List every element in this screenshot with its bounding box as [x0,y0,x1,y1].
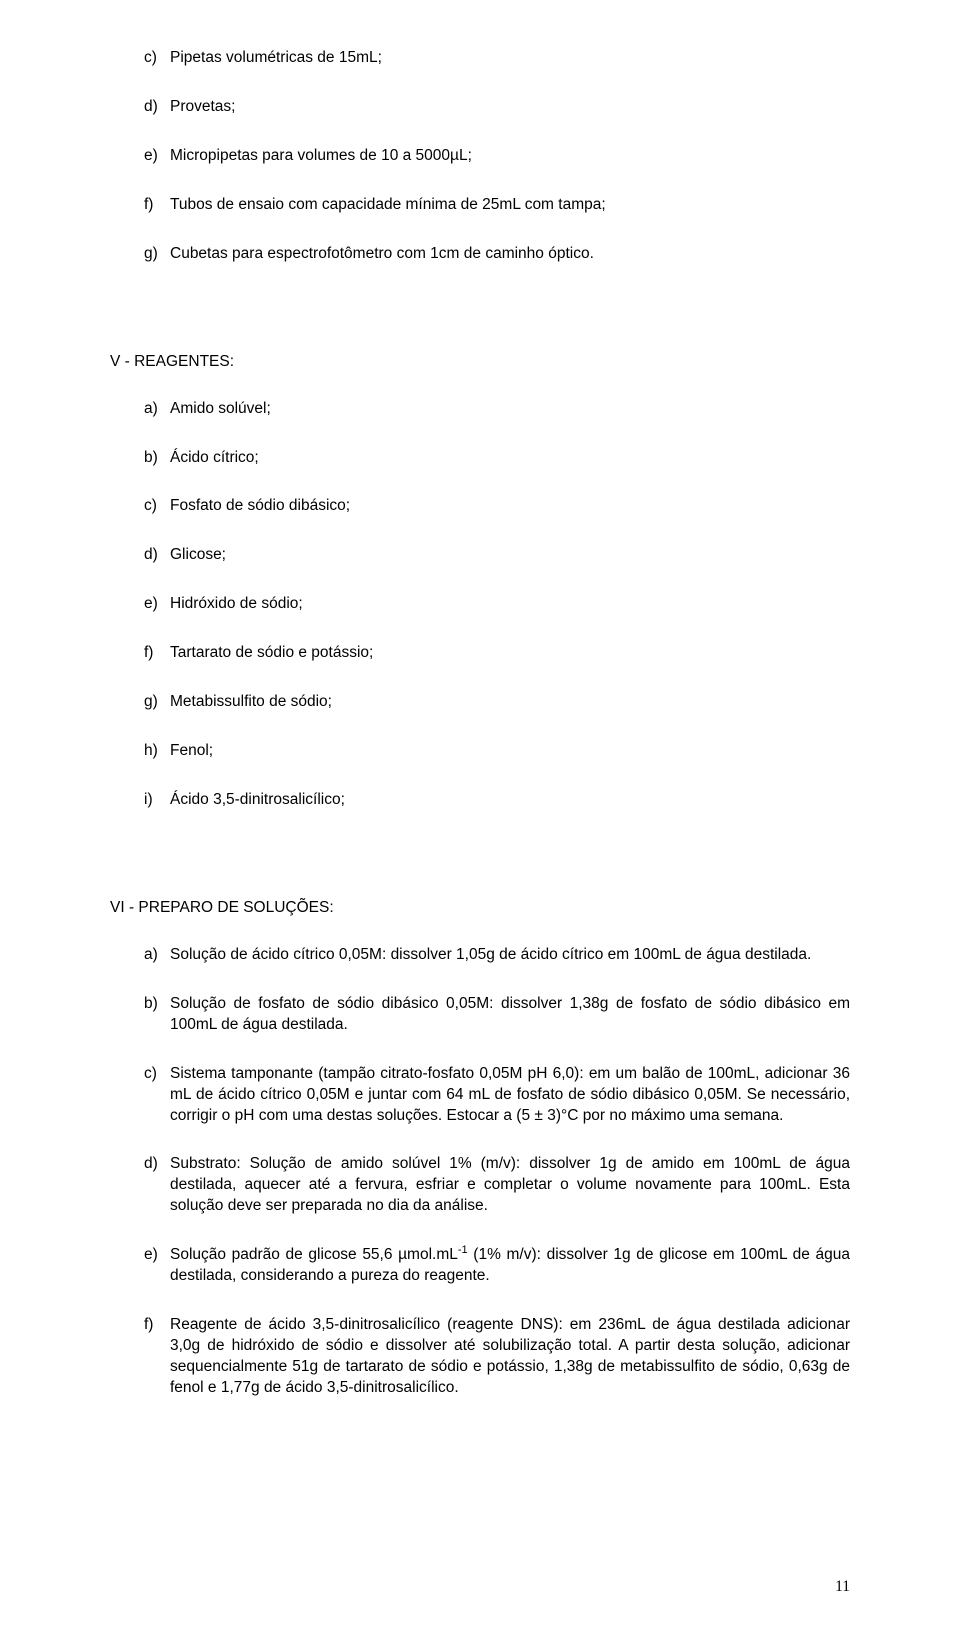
preparo-list: a) Solução de ácido cítrico 0,05M: disso… [110,945,850,1399]
item-text: Solução padrão de glicose 55,6 µmol.mL-1… [170,1245,850,1287]
item-text: Glicose; [170,545,850,566]
item-text: Fenol; [170,741,850,762]
marker: c) [144,496,170,517]
marker: c) [144,1064,170,1127]
marker: a) [144,945,170,966]
marker: b) [144,994,170,1036]
item-d: d) Substrato: Solução de amido solúvel 1… [144,1154,850,1217]
item-text: Tubos de ensaio com capacidade mínima de… [170,195,850,216]
marker: e) [144,594,170,615]
marker: g) [144,692,170,713]
item-e: e) Solução padrão de glicose 55,6 µmol.m… [144,1245,850,1287]
item-c: c) Sistema tamponante (tampão citrato-fo… [144,1064,850,1127]
item-text: Reagente de ácido 3,5-dinitrosalicílico … [170,1315,850,1399]
marker: d) [144,97,170,118]
item-text: Fosfato de sódio dibásico; [170,496,850,517]
item-b: b) Solução de fosfato de sódio dibásico … [144,994,850,1036]
item-e: e) Hidróxido de sódio; [144,594,850,615]
top-continuation-list: c) Pipetas volumétricas de 15mL; d) Prov… [110,48,850,265]
marker: h) [144,741,170,762]
item-text: Sistema tamponante (tampão citrato-fosfa… [170,1064,850,1127]
marker: g) [144,244,170,265]
item-h: h) Fenol; [144,741,850,762]
item-i: i) Ácido 3,5-dinitrosalicílico; [144,790,850,811]
marker: a) [144,399,170,420]
item-f: f) Tartarato de sódio e potássio; [144,643,850,664]
marker: i) [144,790,170,811]
item-g: g) Cubetas para espectrofotômetro com 1c… [144,244,850,265]
item-g: g) Metabissulfito de sódio; [144,692,850,713]
item-f: f) Reagente de ácido 3,5-dinitrosalicíli… [144,1315,850,1399]
item-text: Amido solúvel; [170,399,850,420]
item-text: Ácido cítrico; [170,448,850,469]
marker: e) [144,1245,170,1287]
pre-sup-text: Solução padrão de glicose 55,6 µmol.mL [170,1246,458,1263]
marker: d) [144,545,170,566]
item-f: f) Tubos de ensaio com capacidade mínima… [144,195,850,216]
marker: c) [144,48,170,69]
item-text: Ácido 3,5-dinitrosalicílico; [170,790,850,811]
marker: f) [144,1315,170,1399]
item-text: Provetas; [170,97,850,118]
item-e: e) Micropipetas para volumes de 10 a 500… [144,146,850,167]
item-text: Substrato: Solução de amido solúvel 1% (… [170,1154,850,1217]
marker: d) [144,1154,170,1217]
superscript: -1 [458,1244,468,1256]
item-a: a) Amido solúvel; [144,399,850,420]
item-d: d) Provetas; [144,97,850,118]
item-b: b) Ácido cítrico; [144,448,850,469]
item-text: Solução de ácido cítrico 0,05M: dissolve… [170,945,850,966]
item-a: a) Solução de ácido cítrico 0,05M: disso… [144,945,850,966]
page-number: 11 [835,1578,850,1596]
reagentes-list: a) Amido solúvel; b) Ácido cítrico; c) F… [110,399,850,811]
marker: f) [144,195,170,216]
item-text: Hidróxido de sódio; [170,594,850,615]
item-c: c) Fosfato de sódio dibásico; [144,496,850,517]
marker: b) [144,448,170,469]
heading-reagentes: V - REAGENTES: [110,353,850,371]
marker: e) [144,146,170,167]
item-c: c) Pipetas volumétricas de 15mL; [144,48,850,69]
item-text: Tartarato de sódio e potássio; [170,643,850,664]
item-text: Pipetas volumétricas de 15mL; [170,48,850,69]
item-text: Cubetas para espectrofotômetro com 1cm d… [170,244,850,265]
heading-preparo: VI - PREPARO DE SOLUÇÕES: [110,899,850,917]
marker: f) [144,643,170,664]
item-d: d) Glicose; [144,545,850,566]
item-text: Metabissulfito de sódio; [170,692,850,713]
item-text: Solução de fosfato de sódio dibásico 0,0… [170,994,850,1036]
item-text: Micropipetas para volumes de 10 a 5000µL… [170,146,850,167]
